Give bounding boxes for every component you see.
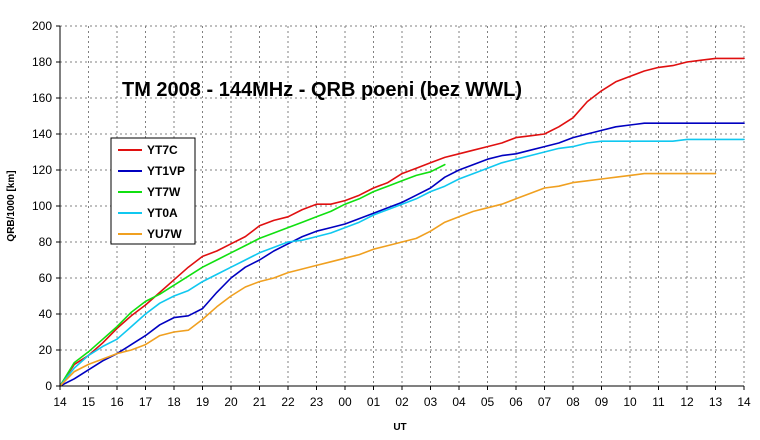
chart-title: TM 2008 - 144MHz - QRB poeni (bez WWL) xyxy=(122,79,522,101)
x-tick-label: 14 xyxy=(737,395,751,409)
x-tick-label: 03 xyxy=(424,395,438,409)
x-tick-label: 15 xyxy=(82,395,96,409)
series-line-yt7c xyxy=(59,57,745,387)
legend-label-yt7w: YT7W xyxy=(147,185,181,199)
x-tick-label: 22 xyxy=(281,395,295,409)
y-tick-label: 60 xyxy=(39,271,53,285)
series-line-yt7w xyxy=(59,163,446,387)
y-tick-label: 200 xyxy=(32,19,52,33)
y-tick-label: 0 xyxy=(45,379,52,393)
legend-label-yu7w: YU7W xyxy=(147,227,182,241)
x-tick-label: 12 xyxy=(680,395,694,409)
y-tick-label: 180 xyxy=(32,55,52,69)
x-tick-label: 17 xyxy=(139,395,153,409)
x-tick-label: 14 xyxy=(53,395,67,409)
x-tick-label: 01 xyxy=(367,395,381,409)
x-tick-label: 04 xyxy=(452,395,466,409)
legend-label-yt0a: YT0A xyxy=(147,206,178,220)
x-tick-label: 11 xyxy=(652,395,665,409)
series-line-yt0a xyxy=(59,138,745,387)
y-tick-label: 100 xyxy=(32,199,52,213)
y-axis-ticks: 0 20 40 60 80 100 120 140 160 180 200 xyxy=(32,19,60,393)
x-tick-label: 13 xyxy=(709,395,723,409)
series-layer xyxy=(59,57,745,387)
x-tick-label: 21 xyxy=(253,395,267,409)
x-tick-label: 09 xyxy=(595,395,609,409)
x-tick-label: 23 xyxy=(310,395,324,409)
x-tick-label: 06 xyxy=(509,395,523,409)
x-tick-label: 05 xyxy=(481,395,495,409)
x-tick-label: 18 xyxy=(167,395,181,409)
x-tick-label: 20 xyxy=(224,395,238,409)
y-tick-label: 120 xyxy=(32,163,52,177)
y-tick-label: 160 xyxy=(32,91,52,105)
series-line-yt1vp xyxy=(59,122,745,387)
y-tick-label: 20 xyxy=(39,343,53,357)
x-tick-label: 19 xyxy=(196,395,210,409)
x-tick-label: 16 xyxy=(110,395,124,409)
x-tick-label: 10 xyxy=(623,395,637,409)
x-tick-label: 00 xyxy=(338,395,352,409)
legend-label-yt7c: YT7C xyxy=(147,143,178,157)
legend-label-yt1vp: YT1VP xyxy=(147,164,185,178)
x-axis-ticks: 14 15 16 17 18 19 20 21 22 23 00 01 02 03 04 05 06 07 08 09… xyxy=(53,386,751,409)
y-tick-label: 40 xyxy=(39,307,53,321)
y-axis-title: QRB/1000 [km] xyxy=(6,170,17,241)
x-tick-label: 02 xyxy=(395,395,409,409)
y-tick-label: 140 xyxy=(32,127,52,141)
y-tick-label: 80 xyxy=(39,235,53,249)
x-tick-label: 08 xyxy=(566,395,580,409)
series-line-yu7w xyxy=(59,172,717,387)
x-axis-title: UT xyxy=(393,422,406,433)
legend-items: YT7C YT1VP YT7W YT0A YU7W xyxy=(118,143,185,241)
legend: YT7C YT1VP YT7W YT0A YU7W xyxy=(110,137,196,245)
x-tick-label: 07 xyxy=(538,395,552,409)
